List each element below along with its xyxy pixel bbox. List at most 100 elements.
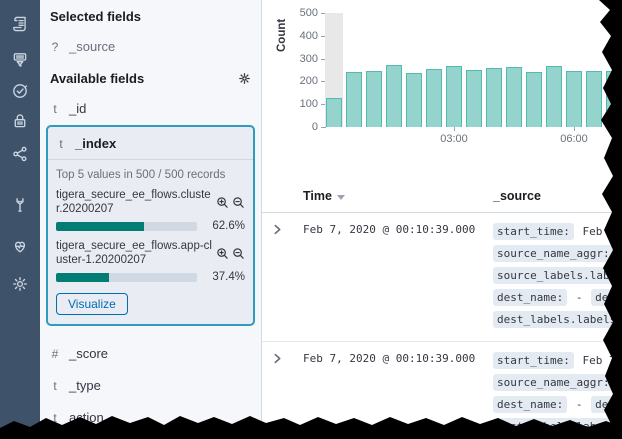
- bucket-value: tigera_secure_ee_flows.cluster.20200207: [56, 189, 211, 215]
- y-axis-tick-label: 0: [311, 121, 318, 133]
- source-field-name: start_time:: [493, 223, 574, 240]
- available-fields-heading: Available fields: [50, 71, 145, 86]
- doc-table-row: Feb 7, 2020 @ 00:10:39.000 start_time: Fe…: [262, 213, 622, 342]
- source-field-value: Feb 7: [582, 225, 616, 238]
- gear-icon[interactable]: [11, 275, 29, 293]
- field-type-string-icon: t: [53, 378, 57, 393]
- selected-fields-heading: Selected fields: [50, 9, 142, 24]
- discover-fields-sidebar: Selected fields ? _source Available fiel…: [40, 0, 262, 439]
- source-field-value: -: [575, 398, 583, 411]
- histogram-bar: [446, 66, 462, 127]
- source-field-line: source_name_aggr:: [493, 243, 622, 265]
- heartbeat-icon[interactable]: [11, 237, 29, 255]
- source-field-line: dest_name: - dest_name_aggr:: [493, 287, 622, 309]
- source-field-line: start_time: Feb 7,: [493, 350, 622, 372]
- x-axis-tick-label: 06:00: [560, 133, 588, 145]
- field-item-type[interactable]: t _type: [50, 378, 251, 393]
- visualize-button[interactable]: Visualize: [56, 293, 128, 315]
- source-field-value: -: [575, 291, 583, 304]
- filter-for-value-icon[interactable]: [216, 196, 229, 209]
- bucket-progress-fill: [56, 272, 109, 282]
- source-field-line: source_name_aggr:: [493, 372, 622, 394]
- histogram-bar: [366, 71, 382, 127]
- source-field-name: dest_labels.labels: [493, 311, 621, 328]
- y-axis-tick-mark: [321, 81, 326, 83]
- expand-row-chevron-icon[interactable]: [272, 224, 283, 235]
- histogram-bar: [346, 71, 362, 127]
- field-index-details-panel: t _index Top 5 values in 500 / 500 recor…: [46, 125, 255, 326]
- source-field-name: start_time:: [493, 352, 574, 369]
- source-field-name: dest_name:: [493, 396, 568, 413]
- y-axis-tick-mark: [321, 58, 326, 60]
- app-sidenav: [0, 0, 40, 439]
- source-field-line: dest_labels.labels: [493, 416, 622, 438]
- discover-main: Count 0 100 200 300 400 500 03:00 06:00 Time _s…: [262, 0, 622, 439]
- field-type-unknown-icon: ?: [51, 39, 59, 54]
- x-axis-tick-mark: [574, 127, 575, 131]
- doc-table: Time _source Feb 7, 2020 @ 00:10:39.000 s…: [262, 183, 622, 439]
- logs-icon[interactable]: [11, 15, 29, 33]
- doc-timestamp: Feb 7, 2020 @ 00:10:39.000: [303, 223, 476, 236]
- field-type-string-icon: t: [59, 136, 63, 151]
- field-name: _source: [69, 39, 116, 54]
- expand-row-chevron-icon[interactable]: [272, 353, 283, 364]
- uptime-clock-icon[interactable]: [11, 82, 29, 100]
- filter-for-value-icon[interactable]: [216, 247, 229, 260]
- filter-out-value-icon[interactable]: [232, 247, 245, 260]
- histogram-bar: [526, 72, 542, 127]
- source-field-name: source_name_aggr:: [493, 245, 614, 262]
- field-item-source[interactable]: ? _source: [50, 39, 251, 54]
- column-header-source: _source: [493, 189, 541, 203]
- field-name: action: [69, 410, 104, 425]
- doc-table-row: Feb 7, 2020 @ 00:10:39.000 start_time: Fe…: [262, 342, 622, 439]
- histogram[interactable]: Count 0 100 200 300 400 500 03:00 06:00: [262, 0, 622, 152]
- y-axis-tick-label: 100: [299, 98, 318, 111]
- sort-descending-icon: [336, 194, 345, 200]
- wrench-icon[interactable]: [11, 196, 29, 214]
- field-type-number-icon: #: [51, 346, 59, 361]
- field-item-action[interactable]: t action: [50, 410, 251, 425]
- source-field-name: source_name_aggr:: [493, 374, 614, 391]
- field-type-string-icon: t: [53, 410, 57, 425]
- filter-dashboard-icon[interactable]: [11, 51, 29, 69]
- histogram-bar: [566, 70, 582, 127]
- bucket-progress-fill: [56, 221, 145, 231]
- histogram-bar: [506, 66, 522, 127]
- source-field-name: source_labels.labels: [493, 267, 622, 284]
- top-value-bucket: tigera_secure_ee_flows.cluster.20200207 …: [56, 188, 245, 232]
- filter-out-value-icon[interactable]: [232, 196, 245, 209]
- histogram-bar: [426, 68, 442, 127]
- bucket-progress-track: [56, 221, 197, 231]
- bucket-percent: 62.6%: [212, 220, 245, 232]
- x-axis-tick-label: 03:00: [440, 133, 468, 145]
- field-name: _index: [75, 136, 117, 151]
- field-item-id[interactable]: t _id: [50, 101, 251, 116]
- column-header-time[interactable]: Time: [303, 189, 345, 203]
- source-field-name: dest_name_aggr:: [591, 396, 622, 413]
- bucket-value: tigera_secure_ee_flows.app-cluster-1.202…: [56, 240, 212, 266]
- doc-source-summary: start_time: Feb 7 source_name_aggr: sour…: [493, 221, 622, 331]
- y-axis-tick-label: 300: [299, 52, 318, 65]
- field-item-index[interactable]: t _index: [56, 136, 245, 151]
- field-name: _type: [69, 378, 101, 393]
- histogram-bar: [486, 68, 502, 127]
- source-field-name: dest_name:: [493, 289, 568, 306]
- source-field-value: Feb 7,: [582, 354, 622, 367]
- source-field-line: source_labels.labels: [493, 265, 622, 287]
- histogram-bar: [326, 97, 342, 127]
- field-name: _score: [69, 346, 109, 361]
- bucket-percent: 37.4%: [212, 271, 245, 283]
- doc-timestamp: Feb 7, 2020 @ 00:10:39.000: [303, 352, 476, 365]
- y-axis-tick-mark: [321, 104, 326, 106]
- share-nodes-icon[interactable]: [11, 145, 29, 163]
- histogram-bar: [386, 65, 402, 127]
- y-axis-tick-mark: [321, 13, 326, 14]
- divider: [48, 159, 253, 160]
- doc-source-summary: start_time: Feb 7, source_name_aggr: des…: [493, 350, 622, 438]
- field-item-score[interactable]: # _score: [50, 346, 251, 361]
- top-value-bucket: tigera_secure_ee_flows.app-cluster-1.202…: [56, 239, 245, 283]
- histogram-bar: [466, 70, 482, 127]
- lock-icon[interactable]: [11, 112, 29, 130]
- bucket-progress-track: [56, 272, 197, 282]
- field-settings-gear-icon[interactable]: [238, 72, 251, 85]
